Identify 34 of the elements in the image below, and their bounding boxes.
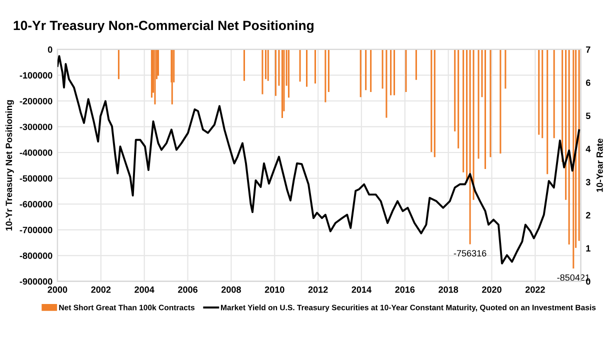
- x-tick-label: 2018: [438, 286, 458, 293]
- x-tick-label: 2008: [221, 286, 241, 293]
- y-tick-label: -600000: [20, 201, 52, 208]
- x-tick-label: 2016: [395, 286, 415, 293]
- chart-title: 10-Yr Treasury Non-Commercial Net Positioning: [14, 20, 314, 33]
- y-tick-label: -200000: [20, 98, 52, 104]
- x-tick-label: 2014: [352, 286, 372, 293]
- y2-tick-label: 5: [586, 112, 590, 120]
- y-tick-label: -700000: [20, 226, 52, 234]
- y2-tick-label: 3: [586, 178, 590, 186]
- x-tick-label: 2002: [91, 286, 111, 293]
- y-tick-label: -400000: [20, 149, 52, 156]
- y-tick-label: -800000: [20, 252, 52, 259]
- y-tick-label: -900000: [20, 278, 52, 285]
- x-tick-label: 2006: [178, 286, 198, 293]
- y2-tick-label: 4: [586, 146, 591, 152]
- y2-tick-label: 6: [586, 80, 590, 86]
- y2-tick-label: 2: [586, 212, 590, 218]
- y-tick-label: 0: [48, 46, 52, 53]
- line-series: [57, 55, 580, 264]
- y2-tick-label: 1: [586, 245, 590, 252]
- annotation: -756316: [454, 250, 486, 256]
- x-tick-label: 2020: [482, 286, 502, 293]
- x-tick-label: 2000: [48, 286, 68, 293]
- x-tick-label: 2012: [308, 286, 328, 293]
- x-tick-label: 2010: [264, 286, 284, 293]
- y2-tick-label: 7: [586, 46, 590, 53]
- x-tick-label: 2022: [525, 286, 545, 293]
- y-axis-title: 10-Yr Treasury Net Positioning: [5, 100, 14, 231]
- y-tick-label: -300000: [20, 124, 52, 130]
- x-tick-label: 2004: [134, 286, 154, 293]
- y2-axis-title: 10-Year Rate: [596, 138, 603, 192]
- y-tick-label: -100000: [20, 72, 52, 79]
- y-tick-label: -500000: [20, 175, 52, 182]
